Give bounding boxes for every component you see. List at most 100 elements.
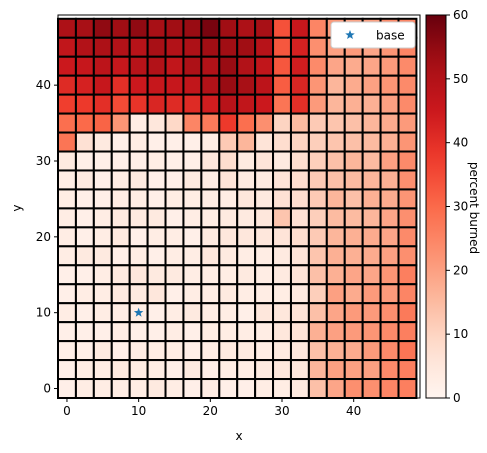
heatmap-cell [128,74,149,96]
heatmap-cell [236,321,257,343]
heatmap-cell [307,55,328,77]
heatmap-cell [57,340,77,362]
heatmap-cell [92,359,113,381]
heatmap-cell [182,321,203,343]
heatmap-cell [361,226,382,248]
heatmap-cell [397,226,418,248]
heatmap-cell [236,188,257,210]
heatmap-cell [272,302,292,324]
colorbar-tick-label: 40 [453,136,468,150]
heatmap-cell [254,264,275,286]
heatmap-cell [57,188,77,210]
heatmap-cell [343,131,364,153]
heatmap-cell [128,150,149,172]
heatmap-cell [200,169,221,191]
heatmap-cell [325,150,346,172]
heatmap-cell [343,321,364,343]
heatmap-cell [92,17,113,39]
heatmap-cell [272,283,292,305]
heatmap-cell [200,112,221,134]
heatmap-cell [74,378,95,400]
heatmap-cell [92,245,113,267]
heatmap-cell [182,359,203,381]
heatmap-cell [110,264,131,286]
heatmap-cell [236,207,257,229]
heatmap-cell [57,150,77,172]
heatmap-cell [272,188,292,210]
heatmap-cell [397,378,418,400]
heatmap-cell [236,36,257,58]
heatmap-cell [200,264,221,286]
heatmap-cell [289,340,310,362]
colorbar: 0 10 20 30 40 50 60 [425,8,468,405]
heatmap-cell [92,131,113,153]
heatmap-cell [146,74,167,96]
heatmap-cell [379,302,400,324]
heatmap-cell [343,150,364,172]
heatmap-cell [397,169,418,191]
heatmap-cell [325,340,346,362]
heatmap-cell [146,93,167,115]
colorbar-tick-label: 30 [453,200,468,214]
heatmap-cell [110,169,131,191]
heatmap-cell [110,207,131,229]
heatmap-cell [74,93,95,115]
heatmap-cell [236,169,257,191]
heatmap-cell [289,264,310,286]
heatmap-cell [74,74,95,96]
heatmap-cell [57,207,77,229]
heatmap-cell [254,302,275,324]
heatmap-cell [182,112,203,134]
colorbar-tick-label: 50 [453,72,468,86]
heatmap-cell [200,340,221,362]
heatmap-cell [289,378,310,400]
heatmap-cell [343,55,364,77]
y-tick-label: 30 [36,154,51,168]
heatmap-cell [254,93,275,115]
heatmap-cell [92,283,113,305]
heatmap-cell [272,17,292,39]
heatmap-cell [236,302,257,324]
heatmap-cell [397,74,418,96]
heatmap-cell [146,207,167,229]
heatmap-cell [92,93,113,115]
heatmap-cell [379,283,400,305]
heatmap-cell [397,264,418,286]
heatmap-cell [92,321,113,343]
heatmap-cell [254,112,275,134]
heatmap-cell [57,321,77,343]
heatmap-cell [92,302,113,324]
heatmap-cell [254,74,275,96]
heatmap-cell [218,321,239,343]
heatmap-cell [236,93,257,115]
heatmap-cell [57,226,77,248]
heatmap-cell [379,378,400,400]
heatmap-cell [397,112,418,134]
heatmap-cell [397,150,418,172]
heatmap-cell [272,36,292,58]
heatmap-cell [146,169,167,191]
heatmap-cell [182,150,203,172]
heatmap-cell [57,359,77,381]
heatmap-cell [218,302,239,324]
heatmap-cell [57,131,77,153]
heatmap-cell [218,131,239,153]
heatmap-cell [343,264,364,286]
heatmap-cell [289,17,310,39]
heatmap-cell [182,188,203,210]
heatmap-cell [146,264,167,286]
heatmap-cell [289,93,310,115]
colorbar-label: percent burned [467,162,481,254]
heatmap-cell [218,264,239,286]
heatmap-cell [254,169,275,191]
heatmap-cell [379,169,400,191]
heatmap-cell [254,245,275,267]
heatmap-cell [182,131,203,153]
heatmap-cell [218,169,239,191]
heatmap-cell [379,226,400,248]
heatmap-cell [92,188,113,210]
heatmap-cell [182,93,203,115]
heatmap-cell [236,112,257,134]
heatmap-cell [397,321,418,343]
heatmap-cell [289,226,310,248]
